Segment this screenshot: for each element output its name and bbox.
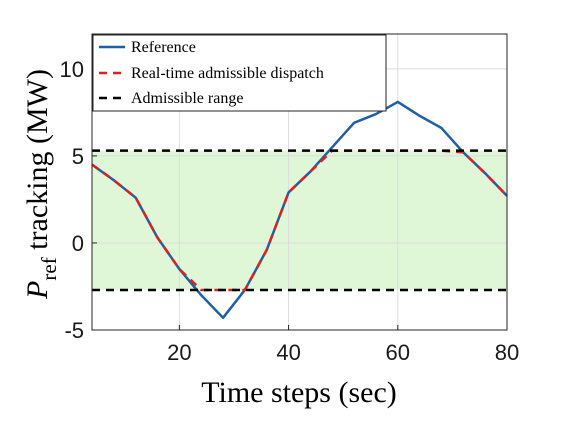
x-tick-label-1: 40 xyxy=(276,340,300,365)
x-axis-label: Time steps (sec) xyxy=(201,376,397,409)
ticks: 20 40 60 80 -5 0 5 10 xyxy=(60,57,520,365)
y-tick-label-0: -5 xyxy=(64,318,84,343)
x-tick-label-0: 20 xyxy=(167,340,191,365)
y-axis-label-rest: tracking (MW) xyxy=(21,69,54,257)
admissible-band xyxy=(92,150,507,290)
y-axis-label-subscript: ref xyxy=(37,257,61,280)
plot-frame xyxy=(91,33,508,331)
x-tick-label-2: 60 xyxy=(386,340,410,365)
legend-label-reference: Reference xyxy=(131,39,196,56)
y-axis-label: Pref tracking (MW) xyxy=(21,69,61,300)
series-layer xyxy=(91,100,508,320)
y-tick-label-2: 5 xyxy=(72,144,84,169)
y-tick-label-3: 10 xyxy=(60,57,84,82)
x-tick-label-3: 80 xyxy=(495,340,519,365)
y-axis-label-symbol: P xyxy=(21,281,54,300)
series-reference-line xyxy=(91,100,508,320)
legend-label-dispatch: Real-time admissible dispatch xyxy=(131,65,324,82)
y-tick-label-1: 0 xyxy=(72,231,84,256)
legend-label-range: Admissible range xyxy=(131,90,243,107)
legend: Reference Real-time admissible dispatch … xyxy=(92,34,387,112)
